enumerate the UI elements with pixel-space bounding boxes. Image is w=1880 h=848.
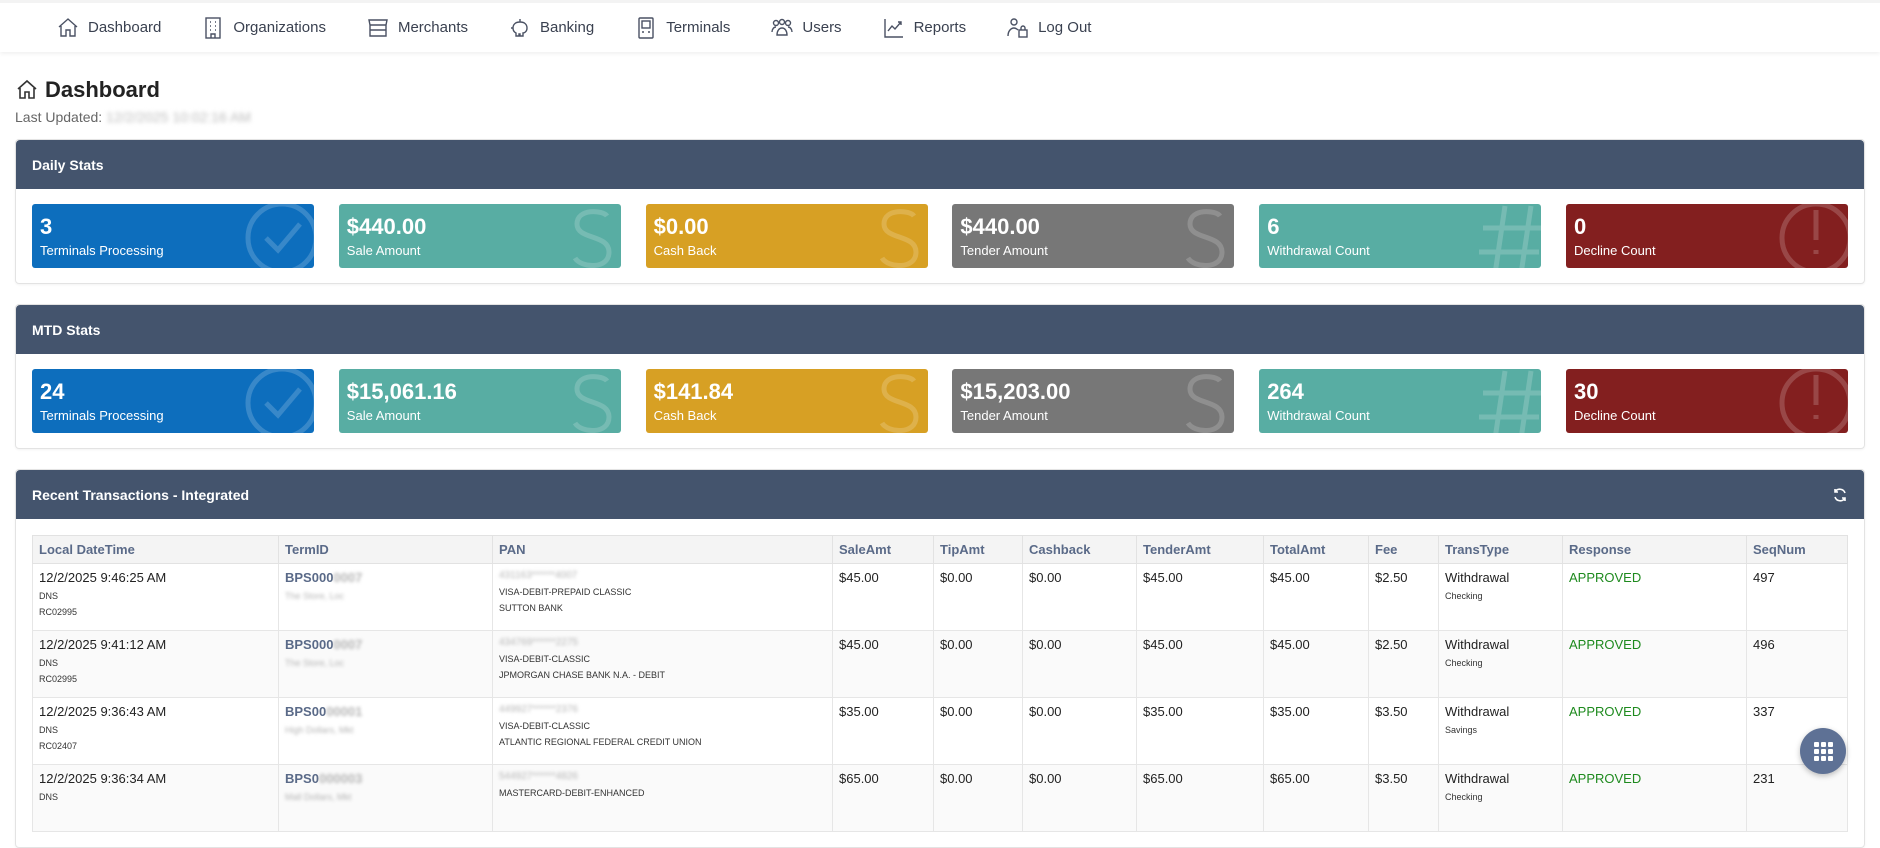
dollar-icon xyxy=(879,374,919,433)
nav-organizations[interactable]: Organizations xyxy=(201,16,326,40)
dollar-icon xyxy=(1186,209,1225,268)
daily-stats-card: Daily Stats 3 Terminals Processing $440.0… xyxy=(15,139,1865,284)
col-cashback[interactable]: Cashback xyxy=(1022,535,1137,564)
dollar-icon xyxy=(572,209,612,268)
status-badge: APPROVED xyxy=(1562,764,1747,832)
status-badge: APPROVED xyxy=(1562,563,1747,631)
mtd-stats-card: MTD Stats 24 Terminals Processing $15,061… xyxy=(15,304,1865,449)
dollar-icon xyxy=(879,209,919,268)
col-response[interactable]: Response xyxy=(1562,535,1747,564)
exclamation-circle-icon xyxy=(1779,369,1848,433)
nav-terminals[interactable]: Terminals xyxy=(634,16,730,40)
table-row[interactable]: 12/2/2025 9:36:34 AM DNS BPS0000003 Mall D… xyxy=(32,764,1848,832)
recent-transactions-header: Recent Transactions - Integrated xyxy=(16,470,1864,519)
recent-transactions-card: Recent Transactions - Integrated Local D… xyxy=(15,469,1865,848)
page-title: Dashboard xyxy=(15,77,1865,103)
stat-sale-amount: $440.00 Sale Amount xyxy=(338,204,621,268)
table-row[interactable]: 12/2/2025 9:36:43 AM DNS RC02407 BPS000000… xyxy=(32,697,1848,765)
table-row[interactable]: 12/2/2025 9:46:25 AM DNS RC02995 BPS000000… xyxy=(32,563,1848,631)
last-updated: Last Updated: 12/2/2025 10:02:16 AM xyxy=(15,109,251,125)
refresh-icon[interactable] xyxy=(1832,487,1848,503)
store-icon xyxy=(368,18,388,37)
col-local-datetime[interactable]: Local DateTime xyxy=(32,535,279,564)
stat-terminals-processing: 3 Terminals Processing xyxy=(32,204,314,268)
col-tenderamt[interactable]: TenderAmt xyxy=(1136,535,1264,564)
grid-icon xyxy=(1813,741,1833,761)
stat-withdrawal-count: 6 Withdrawal Count xyxy=(1259,204,1542,268)
col-transtype[interactable]: TransType xyxy=(1438,535,1563,564)
nav-reports[interactable]: Reports xyxy=(882,16,966,40)
apps-menu-button[interactable] xyxy=(1800,728,1846,774)
user-lock-icon xyxy=(1007,17,1028,38)
daily-stats-header: Daily Stats xyxy=(16,140,1864,189)
col-seqnum[interactable]: SeqNum xyxy=(1746,535,1848,564)
nav-logout[interactable]: Log Out xyxy=(1006,16,1091,40)
users-icon xyxy=(771,18,794,36)
stat-decline-count: 30 Decline Count xyxy=(1565,369,1848,433)
home-icon xyxy=(17,79,37,99)
termid-link[interactable]: BPS000 xyxy=(285,637,334,652)
stat-tender-amount: $15,203.00 Tender Amount xyxy=(952,369,1235,433)
home-icon xyxy=(58,17,78,37)
dollar-icon xyxy=(1186,374,1225,433)
stat-tender-amount: $440.00 Tender Amount xyxy=(952,204,1235,268)
nav-dashboard[interactable]: Dashboard xyxy=(56,16,161,40)
col-tipamt[interactable]: TipAmt xyxy=(933,535,1023,564)
top-navigation: Dashboard Organizations Merchants Bankin… xyxy=(0,0,1880,52)
stat-terminals-processing: 24 Terminals Processing xyxy=(32,369,314,433)
check-circle-icon xyxy=(245,204,314,268)
check-circle-icon xyxy=(245,369,314,433)
col-termid[interactable]: TermID xyxy=(278,535,493,564)
exclamation-circle-icon xyxy=(1779,204,1848,268)
last-updated-value: 12/2/2025 10:02:16 AM xyxy=(106,109,251,125)
nav-banking[interactable]: Banking xyxy=(508,16,594,40)
col-totalamt[interactable]: TotalAmt xyxy=(1263,535,1369,564)
dollar-icon xyxy=(572,374,612,433)
stat-withdrawal-count: 264 Withdrawal Count xyxy=(1259,369,1542,433)
transactions-table: Local DateTime TermID PAN SaleAmt TipAmt… xyxy=(32,535,1848,832)
stat-cash-back: $141.84 Cash Back xyxy=(645,369,928,433)
stat-cash-back: $0.00 Cash Back xyxy=(645,204,928,268)
stat-decline-count: 0 Decline Count xyxy=(1565,204,1848,268)
nav-users[interactable]: Users xyxy=(770,16,842,40)
stat-sale-amount: $15,061.16 Sale Amount xyxy=(338,369,621,433)
mtd-stats-header: MTD Stats xyxy=(16,305,1864,354)
building-icon xyxy=(205,16,222,39)
table-header-row: Local DateTime TermID PAN SaleAmt TipAmt… xyxy=(32,535,1848,564)
terminal-icon xyxy=(638,16,654,39)
termid-link[interactable]: BPS000 xyxy=(285,570,334,585)
col-saleamt[interactable]: SaleAmt xyxy=(832,535,934,564)
chart-icon xyxy=(883,18,903,38)
piggy-bank-icon xyxy=(510,18,528,37)
hash-icon xyxy=(1479,370,1542,433)
col-fee[interactable]: Fee xyxy=(1368,535,1439,564)
termid-link[interactable]: BPS00 xyxy=(285,704,327,719)
status-badge: APPROVED xyxy=(1562,697,1747,765)
hash-icon xyxy=(1479,205,1542,268)
status-badge: APPROVED xyxy=(1562,630,1747,698)
termid-link[interactable]: BPS0 xyxy=(285,771,319,786)
table-row[interactable]: 12/2/2025 9:41:12 AM DNS RC02995 BPS000000… xyxy=(32,630,1848,698)
nav-merchants[interactable]: Merchants xyxy=(366,16,468,40)
col-pan[interactable]: PAN xyxy=(492,535,833,564)
